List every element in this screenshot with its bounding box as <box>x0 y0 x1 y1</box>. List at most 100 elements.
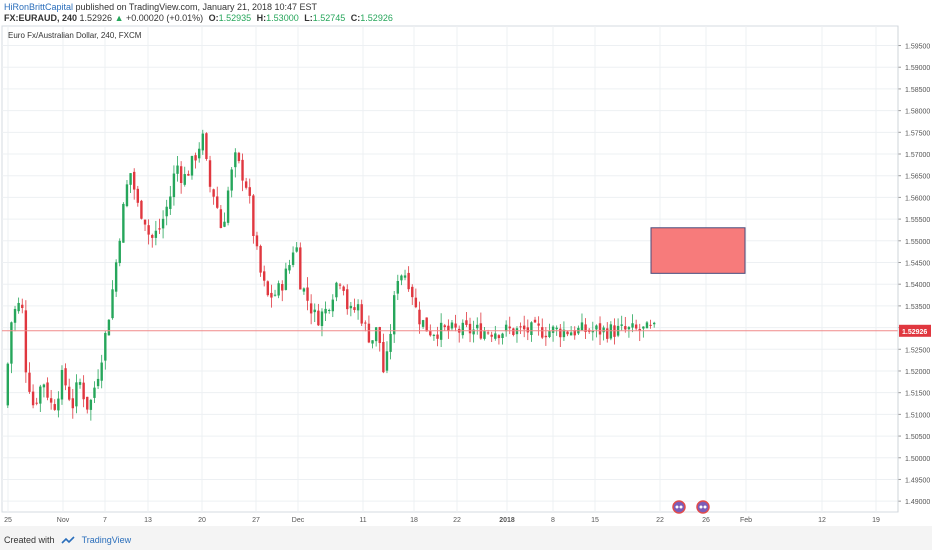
candle-body <box>403 275 407 278</box>
candle-body <box>541 327 544 338</box>
candle-body <box>31 391 35 406</box>
open-label: O: <box>208 13 219 23</box>
candle-body <box>526 327 530 333</box>
candle-body <box>140 200 143 219</box>
candle-body <box>421 320 425 327</box>
candle-body <box>522 325 526 330</box>
candle-body <box>10 322 13 364</box>
candle-body <box>93 387 96 398</box>
high-label: H: <box>256 13 267 23</box>
candle-body <box>270 292 273 298</box>
candle-body <box>392 295 396 335</box>
y-tick-label: 1.50500 <box>905 434 930 441</box>
x-tick-label: 27 <box>252 517 260 524</box>
y-tick-label: 1.59500 <box>905 44 930 51</box>
candle-body <box>49 398 53 403</box>
candle-body <box>302 288 306 292</box>
candle-body <box>652 322 656 325</box>
y-tick-label: 1.58000 <box>905 109 930 116</box>
x-tick-label: 22 <box>656 517 664 524</box>
candle-body <box>266 281 270 296</box>
candle-body <box>295 247 298 252</box>
candle-body <box>501 333 504 339</box>
candle-body <box>241 159 244 181</box>
candle-body <box>486 332 490 334</box>
x-tick-label: 19 <box>872 517 880 524</box>
candle-body <box>544 335 548 338</box>
x-tick-label: 22 <box>453 517 461 524</box>
close-value: 1.52926 <box>360 13 393 23</box>
candle-body <box>75 382 78 407</box>
candle-body <box>64 368 67 386</box>
candle-body <box>385 351 389 371</box>
candle-body <box>472 329 475 335</box>
author-link[interactable]: HiRonBrittCapital <box>4 2 74 12</box>
candle-body <box>273 294 277 296</box>
candle-body <box>179 166 183 184</box>
candle-body <box>111 289 114 319</box>
x-tick-label: 12 <box>818 517 826 524</box>
candle-body <box>136 188 140 203</box>
candle-body <box>237 152 241 162</box>
resistance-zone <box>650 227 746 274</box>
candle-body <box>39 386 42 404</box>
candle-body <box>143 219 147 225</box>
y-tick-label: 1.51500 <box>905 391 930 398</box>
candle-body <box>602 327 605 333</box>
y-tick-label: 1.54500 <box>905 260 930 267</box>
candle-body <box>436 334 439 339</box>
candle-body <box>114 262 118 292</box>
candle-body <box>450 322 454 329</box>
candle-body <box>454 323 457 328</box>
candle-body <box>411 286 414 298</box>
candle-body <box>476 324 479 329</box>
candle-body <box>161 218 165 229</box>
candle-body <box>154 230 158 238</box>
candle-body <box>327 309 331 311</box>
candle-body <box>212 189 215 197</box>
candle-body <box>71 398 75 409</box>
candle-body <box>183 174 186 185</box>
change-value: +0.00020 (+0.01%) <box>126 13 204 23</box>
candle-body <box>562 329 566 338</box>
candle-body <box>118 240 121 264</box>
candle-body <box>382 341 385 373</box>
candle-body <box>353 307 356 311</box>
open-value: 1.52935 <box>218 13 252 23</box>
x-tick-label: 8 <box>551 517 555 524</box>
candle-body <box>132 171 136 190</box>
price-chart[interactable]: 1.49000 1.49500 1.50000 1.50500 1.51000 1.515… <box>0 22 932 526</box>
candle-body <box>147 225 150 235</box>
x-tick-label: 13 <box>144 517 152 524</box>
x-tick-label: Nov <box>57 517 70 524</box>
candle-body <box>205 133 208 159</box>
candle-body <box>169 196 172 209</box>
x-tick-label: 2018 <box>499 517 515 524</box>
y-tick-label: 1.49000 <box>905 499 930 506</box>
candle-body <box>364 322 367 324</box>
candle-body <box>555 327 558 330</box>
x-tick-label: 25 <box>4 517 12 524</box>
candle-body <box>96 378 100 387</box>
candle-body <box>24 310 28 373</box>
candle-body <box>465 320 468 325</box>
candle-body <box>262 271 266 281</box>
x-tick-label: 7 <box>103 517 107 524</box>
event-icon-dot <box>703 505 707 509</box>
event-icon-dot <box>675 505 679 509</box>
candle-body <box>35 402 38 404</box>
candle-body <box>324 308 327 314</box>
candle-body <box>201 133 205 151</box>
candle-body <box>281 284 284 291</box>
candle-body <box>609 324 613 339</box>
candle-body <box>208 160 212 187</box>
candle-body <box>559 328 562 338</box>
low-value: 1.52745 <box>312 13 346 23</box>
candle-body <box>226 190 230 223</box>
candle-body <box>624 326 627 330</box>
candle-body <box>78 382 82 385</box>
event-icon-dot <box>679 505 683 509</box>
candle-body <box>400 275 403 281</box>
chart-title: Euro Fx/Australian Dollar, 240, FXCM <box>8 31 142 40</box>
tradingview-brand[interactable]: TradingView <box>81 535 132 545</box>
